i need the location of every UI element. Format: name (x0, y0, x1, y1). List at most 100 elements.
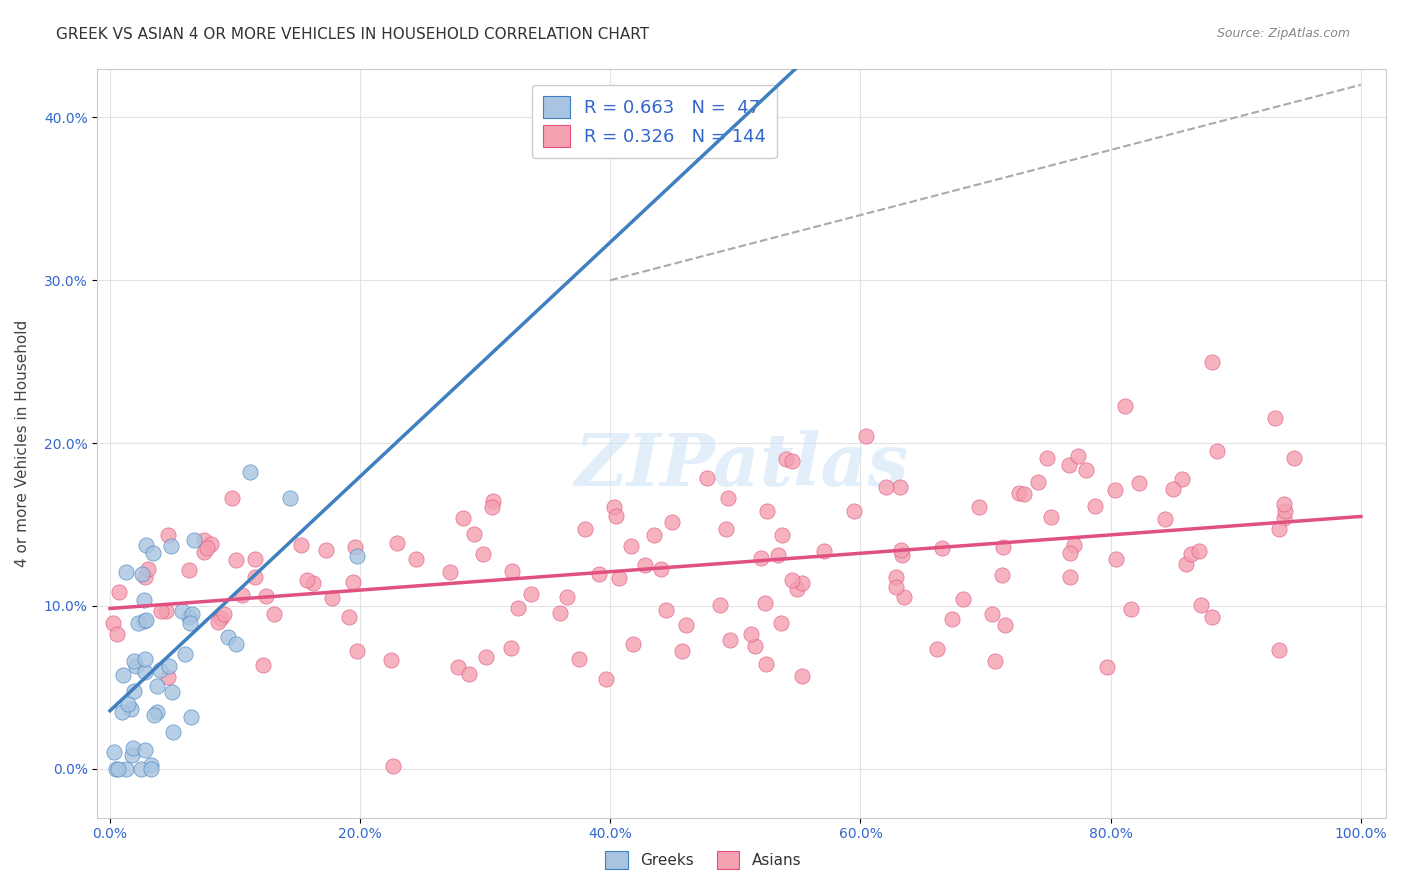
Point (1059, 570, 1081, 584)
Point (129, 762, 152, 776)
Point (173, 647, 195, 661)
Point (1067, 449, 1090, 463)
Point (446, 660, 468, 674)
Point (157, 669, 180, 683)
Point (1128, 476, 1150, 491)
Point (1008, 486, 1031, 500)
Point (124, 654, 146, 668)
Point (134, 614, 156, 628)
Point (1188, 544, 1211, 558)
Point (595, 672, 617, 686)
Point (671, 644, 693, 658)
Point (131, 566, 153, 581)
Point (321, 591, 343, 605)
Point (621, 637, 644, 651)
Point (263, 607, 285, 622)
Point (605, 508, 627, 523)
Point (457, 667, 479, 681)
Point (134, 665, 156, 680)
Point (342, 575, 364, 590)
Point (302, 576, 325, 591)
Point (295, 573, 318, 587)
Point (475, 650, 498, 665)
Point (1189, 598, 1212, 612)
Point (655, 603, 678, 617)
Point (209, 610, 232, 624)
Point (107, 762, 129, 776)
Point (1154, 511, 1177, 525)
Point (193, 545, 215, 559)
Point (125, 659, 148, 673)
Point (754, 596, 776, 610)
Point (105, 626, 128, 640)
Point (991, 540, 1014, 554)
Point (1174, 557, 1197, 571)
Point (225, 637, 247, 651)
Point (1012, 487, 1035, 501)
Point (813, 543, 835, 558)
Point (991, 567, 1014, 582)
Point (1063, 538, 1085, 552)
Point (555, 590, 578, 604)
Point (141, 762, 163, 776)
Point (1097, 660, 1119, 674)
Point (1057, 458, 1080, 473)
Point (195, 541, 218, 555)
Point (775, 452, 797, 467)
Point (105, 762, 128, 776)
Point (150, 604, 173, 618)
Point (179, 610, 201, 624)
Point (994, 617, 1017, 632)
Point (221, 491, 243, 505)
Point (675, 618, 697, 632)
Point (115, 762, 138, 776)
Point (650, 562, 672, 576)
Point (1274, 503, 1296, 517)
Point (1104, 483, 1126, 497)
Point (111, 706, 134, 720)
Point (180, 709, 202, 723)
Point (136, 561, 159, 575)
Point (183, 533, 205, 547)
Point (634, 558, 657, 573)
Point (146, 679, 169, 693)
Point (1076, 463, 1098, 477)
Point (380, 653, 402, 667)
Point (1121, 602, 1143, 616)
Point (343, 541, 366, 555)
Point (346, 549, 368, 564)
Point (135, 537, 157, 551)
Point (157, 658, 180, 673)
Point (893, 590, 915, 604)
Point (941, 611, 963, 625)
Point (1201, 354, 1223, 368)
Text: GREEK VS ASIAN 4 OR MORE VEHICLES IN HOUSEHOLD CORRELATION CHART: GREEK VS ASIAN 4 OR MORE VEHICLES IN HOU… (56, 27, 650, 42)
Point (568, 652, 591, 666)
Point (984, 655, 1007, 669)
Point (501, 564, 523, 578)
Point (744, 640, 766, 654)
Point (1040, 510, 1063, 524)
Point (780, 454, 803, 468)
Point (451, 511, 474, 525)
Point (172, 604, 194, 618)
Point (200, 537, 222, 551)
Point (508, 600, 530, 615)
Point (1105, 552, 1128, 566)
Point (889, 542, 911, 557)
Point (254, 589, 277, 603)
Point (111, 668, 134, 682)
Point (1274, 497, 1296, 511)
Text: ZIPatlas: ZIPatlas (575, 430, 908, 501)
Point (162, 724, 184, 739)
Point (179, 563, 201, 577)
Point (481, 494, 503, 508)
Point (155, 604, 177, 618)
Point (709, 599, 731, 613)
Point (520, 587, 543, 601)
Point (207, 615, 229, 630)
Point (1035, 450, 1057, 465)
Point (1170, 472, 1192, 486)
Point (117, 697, 139, 711)
Point (889, 480, 911, 494)
